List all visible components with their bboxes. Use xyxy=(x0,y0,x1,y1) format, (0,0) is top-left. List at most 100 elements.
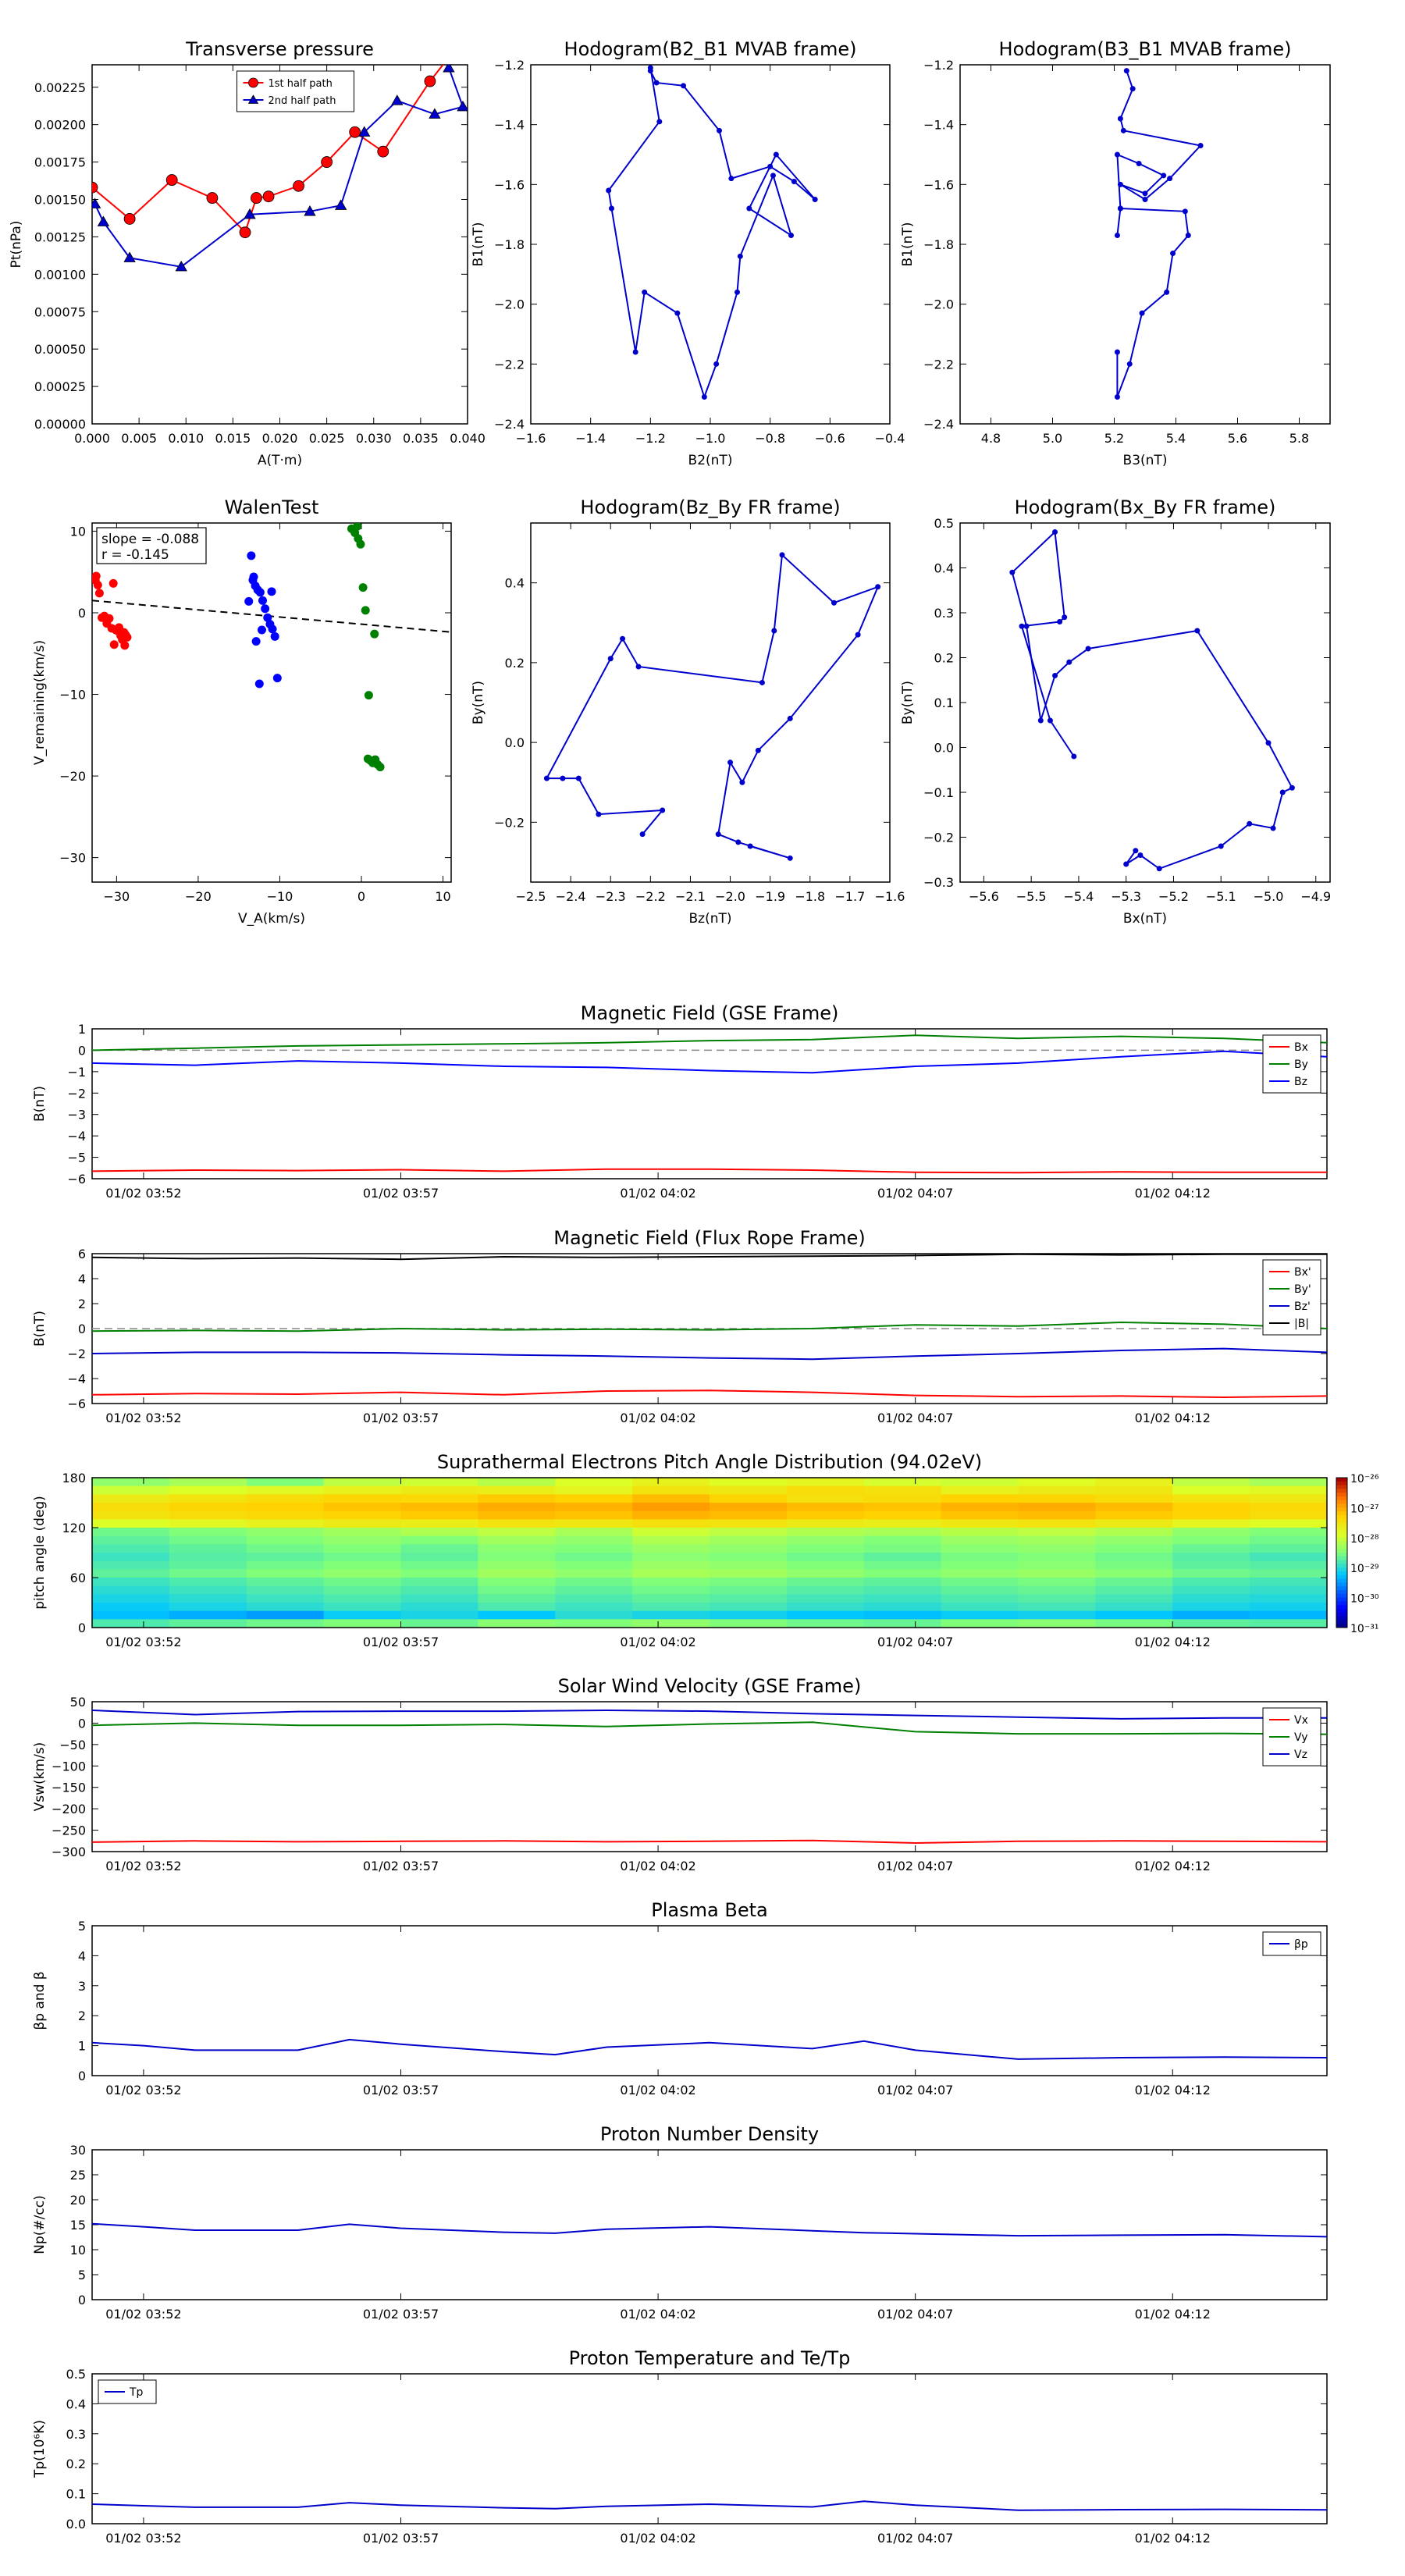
heatmap-cell xyxy=(555,1510,633,1520)
y-axis-label: Pt(nPa) xyxy=(9,221,24,269)
heatmap-cell xyxy=(710,1594,788,1603)
data-point xyxy=(1182,208,1188,215)
data-point xyxy=(391,94,404,105)
x-tick-label: 0.040 xyxy=(450,431,486,446)
data-point xyxy=(875,584,881,590)
heatmap-cell xyxy=(1095,1485,1173,1495)
data-point xyxy=(787,855,793,861)
heatmap-cell xyxy=(1250,1528,1328,1537)
heatmap-cell xyxy=(1018,1528,1096,1537)
colorbar-segment xyxy=(1336,1537,1347,1542)
y-tick-label: −0.2 xyxy=(923,831,954,845)
y-axis-label: B(nT) xyxy=(32,1311,48,1347)
heatmap-cell xyxy=(400,1585,478,1595)
heatmap-cell xyxy=(941,1494,1019,1503)
data-point xyxy=(268,624,277,634)
heatmap-cell xyxy=(246,1578,325,1587)
plot-frame xyxy=(91,522,452,883)
y-tick-label: −50 xyxy=(59,1738,86,1752)
data-point xyxy=(123,251,136,262)
series-line xyxy=(92,1347,1327,1361)
x-tick-label: 01/02 04:12 xyxy=(1135,1186,1211,1201)
heatmap-cell xyxy=(92,1569,170,1578)
plot-frame xyxy=(91,1701,1328,1852)
heatmap-cell xyxy=(710,1485,788,1495)
x-tick-label: 01/02 04:02 xyxy=(620,1635,695,1649)
heatmap-cell xyxy=(169,1544,247,1553)
y-tick-label: 0.00200 xyxy=(34,118,86,133)
heatmap-cell xyxy=(710,1610,788,1620)
heatmap-cell xyxy=(710,1478,788,1487)
heatmap-cell xyxy=(1095,1594,1173,1603)
heatmap-cell xyxy=(400,1478,478,1487)
heatmap-cell xyxy=(1172,1494,1250,1503)
colorbar-segment xyxy=(1336,1515,1347,1520)
heatmap-cell xyxy=(400,1619,478,1628)
heatmap-cell xyxy=(1250,1519,1328,1528)
data-point xyxy=(1009,569,1016,575)
y-tick-label: 0.4 xyxy=(505,576,525,591)
heatmap-cell xyxy=(92,1553,170,1562)
chart-h4: Hodogram(Bx_By FR frame) −0.3 −0.2 −0.1 0.0 0… xyxy=(900,496,1331,927)
data-point xyxy=(358,583,368,592)
series-line xyxy=(607,67,816,400)
series-line xyxy=(94,67,464,268)
heatmap-cell xyxy=(400,1594,478,1603)
heatmap-cell xyxy=(246,1494,325,1503)
heatmap-cell xyxy=(92,1619,170,1628)
data-point xyxy=(767,163,774,169)
heatmap-cell xyxy=(941,1478,1019,1487)
data-point xyxy=(737,253,743,259)
data-point xyxy=(251,637,261,646)
x-tick-label: 5.0 xyxy=(1043,431,1062,446)
heatmap-cell xyxy=(1018,1478,1096,1487)
y-axis-label: pitch angle (deg) xyxy=(32,1496,48,1610)
heatmap-cell xyxy=(92,1610,170,1620)
y-tick-label: −2 xyxy=(67,1347,86,1361)
heatmap-cell xyxy=(1250,1510,1328,1520)
heatmap-cell xyxy=(786,1478,865,1487)
heatmap-cell xyxy=(1018,1603,1096,1612)
heatmap-cell xyxy=(400,1519,478,1528)
heatmap-cell xyxy=(786,1578,865,1587)
data-point xyxy=(596,811,602,817)
colorbar-segment xyxy=(1336,1522,1347,1527)
colorbar-segment xyxy=(1336,1489,1347,1493)
data-point xyxy=(1114,233,1120,238)
data-point xyxy=(349,126,361,138)
data-point xyxy=(1071,753,1077,760)
x-tick-label: 01/02 03:57 xyxy=(363,1635,439,1649)
heatmap-cell xyxy=(1095,1519,1173,1528)
data-point xyxy=(746,205,752,212)
colorbar-label: 10⁻³¹ xyxy=(1350,1623,1378,1635)
data-point xyxy=(321,156,333,168)
data-point xyxy=(356,539,365,549)
x-tick-label: 01/02 04:12 xyxy=(1135,2307,1211,2322)
data-point xyxy=(735,839,742,845)
data-point xyxy=(1085,646,1091,652)
colorbar-segment xyxy=(1336,1574,1347,1580)
heatmap-cell xyxy=(941,1535,1019,1545)
data-point xyxy=(1279,789,1286,795)
data-point xyxy=(787,715,793,721)
heatmap-cell xyxy=(941,1544,1019,1553)
x-tick-label: 01/02 04:07 xyxy=(877,1186,953,1201)
x-tick-label: 01/02 04:12 xyxy=(1135,1859,1211,1873)
heatmap-cell xyxy=(169,1585,247,1595)
data-point xyxy=(1265,740,1272,746)
heatmap-cell xyxy=(786,1535,865,1545)
data-point xyxy=(254,679,264,688)
data-point xyxy=(653,80,660,86)
y-tick-label: 0.5 xyxy=(66,2367,86,2382)
heatmap-cell xyxy=(786,1619,865,1628)
y-tick-label: 0.4 xyxy=(934,561,954,576)
legend-label: Bz xyxy=(1294,1076,1307,1088)
heatmap-cell xyxy=(246,1594,325,1603)
chart-title: WalenTest xyxy=(225,496,319,518)
x-tick-label: −1.6 xyxy=(875,889,905,904)
heatmap-cell xyxy=(1095,1569,1173,1578)
heatmap-cell xyxy=(478,1519,556,1528)
heatmap-cell xyxy=(632,1578,710,1587)
data-point xyxy=(575,775,582,781)
heatmap-cell xyxy=(1095,1544,1173,1553)
